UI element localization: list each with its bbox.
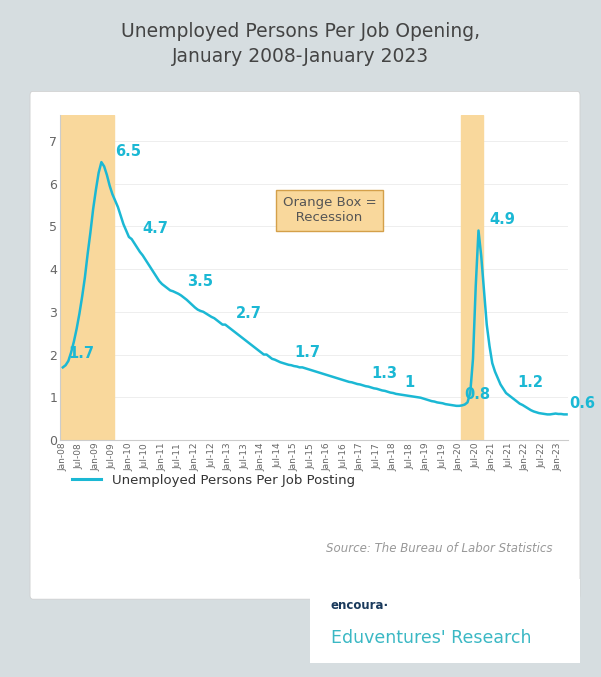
Text: 1: 1 — [404, 374, 415, 389]
Bar — [61, 115, 114, 440]
Text: 6.5: 6.5 — [115, 144, 141, 158]
Text: 1.7: 1.7 — [69, 346, 94, 361]
Text: 1.3: 1.3 — [371, 366, 397, 381]
Text: 4.9: 4.9 — [489, 212, 516, 227]
Text: Source: The Bureau of Labor Statistics: Source: The Bureau of Labor Statistics — [326, 542, 553, 555]
Text: encoura·: encoura· — [331, 599, 389, 612]
Text: Orange Box =
   Recession: Orange Box = Recession — [283, 196, 377, 224]
Text: 1.2: 1.2 — [517, 374, 543, 389]
Legend: Unemployed Persons Per Job Posting: Unemployed Persons Per Job Posting — [67, 468, 360, 493]
Bar — [460, 115, 483, 440]
Text: 0.8: 0.8 — [465, 387, 491, 402]
Text: Eduventures' Research: Eduventures' Research — [331, 630, 531, 647]
Text: Unemployed Persons Per Job Opening,
January 2008-January 2023: Unemployed Persons Per Job Opening, Janu… — [121, 22, 480, 66]
Text: 4.7: 4.7 — [142, 221, 168, 236]
Text: 0.6: 0.6 — [569, 395, 596, 410]
Text: 3.5: 3.5 — [187, 274, 213, 289]
Text: 1.7: 1.7 — [294, 345, 320, 359]
Text: 2.7: 2.7 — [236, 306, 262, 321]
